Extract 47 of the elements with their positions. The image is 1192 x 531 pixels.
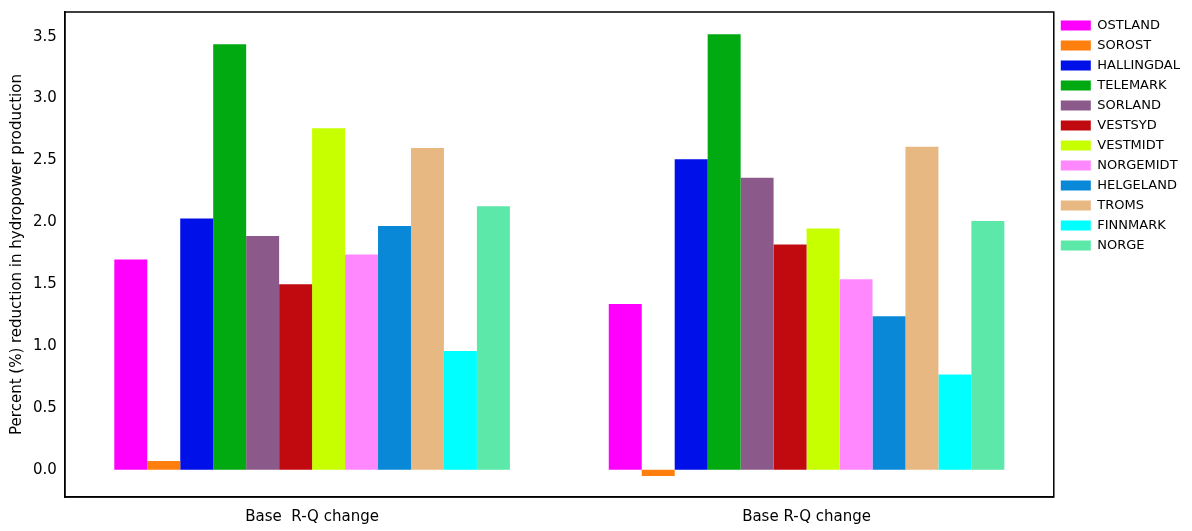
bar <box>279 284 313 470</box>
bar <box>180 218 214 470</box>
y-tick-label: 2.5 <box>33 150 57 169</box>
bar <box>773 244 807 470</box>
bar <box>707 34 741 470</box>
legend-label: FINNMARK <box>1097 216 1167 232</box>
x-tick-label: Base R-Q change <box>742 506 871 525</box>
bar <box>971 221 1005 470</box>
legend-label: VESTSYD <box>1097 116 1157 132</box>
y-tick-label: 0.5 <box>33 397 57 416</box>
bar <box>476 206 510 470</box>
bar <box>246 235 280 470</box>
bar <box>608 303 642 470</box>
bar <box>213 44 247 470</box>
x-tick-label: Base R-Q change <box>245 506 379 525</box>
bar <box>410 148 444 470</box>
bar <box>641 469 675 476</box>
legend-label: SORLAND <box>1097 96 1161 112</box>
y-tick-label: 3.0 <box>33 88 57 107</box>
bar <box>674 159 708 470</box>
bar <box>806 228 840 470</box>
y-tick-label: 0.0 <box>33 459 57 478</box>
legend-label: SOROST <box>1097 36 1152 52</box>
legend-label: NORGE <box>1097 236 1145 252</box>
legend-label: HELGELAND <box>1097 176 1177 192</box>
legend-label: HALLINGDAL <box>1097 56 1181 72</box>
legend-label: TELEMARK <box>1096 76 1168 92</box>
y-tick-label: 1.5 <box>33 274 57 293</box>
y-tick-label: 3.5 <box>33 26 57 45</box>
y-axis-title: Percent (%) reduction in hydropower production <box>6 74 25 435</box>
bar <box>147 461 181 470</box>
legend-label: TROMS <box>1096 196 1144 212</box>
bar <box>312 128 346 470</box>
legend-label: NORGEMIDT <box>1097 156 1178 172</box>
bar <box>938 374 972 470</box>
legend-label: OSTLAND <box>1097 16 1160 32</box>
bar <box>905 146 939 470</box>
bar <box>345 254 379 470</box>
bar <box>839 279 873 470</box>
bar <box>872 316 906 470</box>
legend-label: VESTMIDT <box>1097 136 1164 152</box>
y-tick-label: 2.0 <box>33 212 57 231</box>
bar <box>114 259 148 470</box>
y-tick-label: 1.0 <box>33 335 57 354</box>
bar <box>378 226 411 470</box>
bar <box>740 177 774 470</box>
bar <box>443 351 477 470</box>
